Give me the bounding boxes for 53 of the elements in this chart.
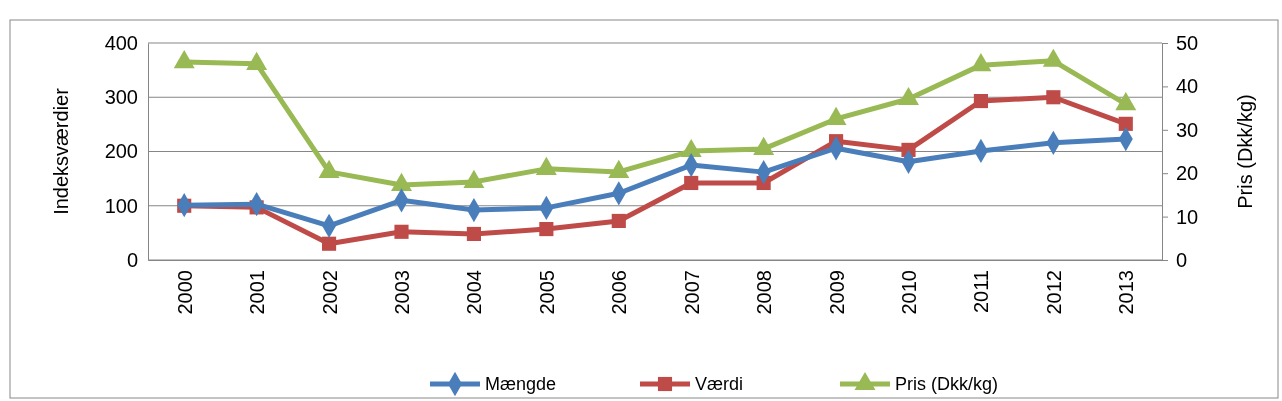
y2-tick-label: 30 [1176,118,1199,141]
x-tick-label: 2012 [1042,270,1065,315]
x-tick-label: 2000 [173,270,196,315]
point [391,172,412,191]
point [970,53,992,72]
y-tick-label: 100 [104,194,138,217]
point [318,159,340,178]
y-tick-label: 0 [126,248,138,271]
x-tick-label: 2005 [535,270,558,315]
point [1042,48,1064,67]
legend-label: Pris (Dkk/kg) [895,374,998,395]
y2-tick-label: 40 [1176,75,1199,98]
point [539,222,554,237]
x-tick-label: 2013 [1115,270,1138,315]
y2-tick-label: 20 [1176,162,1199,185]
point [322,236,337,251]
point [1046,90,1061,105]
point [535,156,557,175]
x-tick-label: 2002 [318,270,341,315]
y2-tick-label: 0 [1176,248,1188,271]
x-tick-label: 2007 [680,270,703,315]
point [466,226,481,242]
legend-label: Mængde [485,374,557,395]
point [825,106,847,125]
y-tick-label: 400 [104,31,138,54]
x-tick-label: 2001 [246,270,269,315]
point [680,138,702,158]
point [973,93,988,109]
x-tick-label: 2006 [608,270,631,315]
point [898,86,919,106]
point [1118,116,1133,131]
x-tick-label: 2003 [391,270,413,315]
y-tick-label: 200 [104,140,138,163]
x-tick-label: 2009 [825,270,848,315]
legend-label: Værdi [695,374,744,395]
point [463,169,485,188]
y-tick-label: 300 [104,86,138,109]
y-axis-title: Indeksværdier [50,87,72,215]
point [1115,92,1137,111]
point [608,159,630,178]
point [753,136,775,155]
point [246,51,268,70]
y2-tick-label: 10 [1176,205,1199,228]
x-tick-label: 2008 [753,270,776,315]
x-tick-label: 2004 [463,270,486,315]
y2-axis-title: Pris (Dkk/kg) [1234,94,1256,209]
point [611,213,626,229]
point [173,50,195,69]
point [394,224,409,239]
y2-tick-label: 50 [1176,31,1199,54]
x-tick-label: 2011 [970,270,993,314]
point [684,175,699,191]
x-tick-label: 2010 [898,270,920,315]
